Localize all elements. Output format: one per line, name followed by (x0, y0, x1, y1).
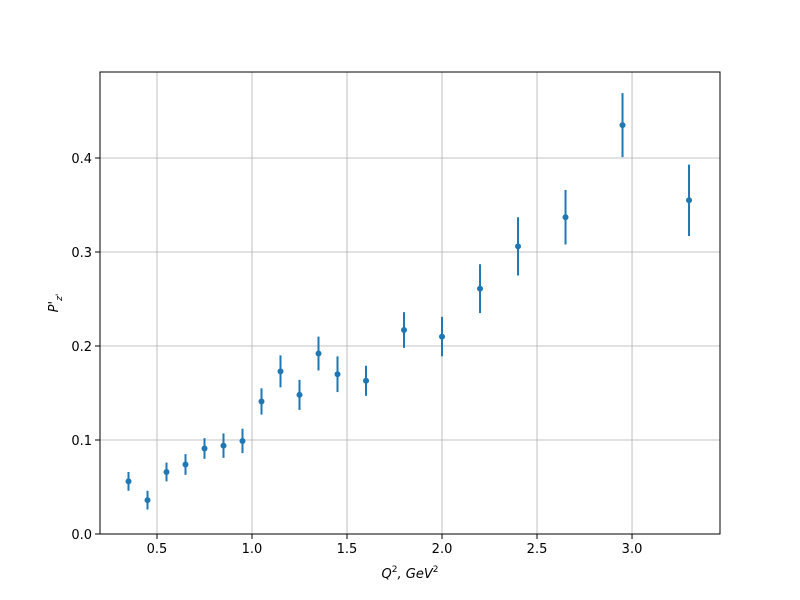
data-point (258, 398, 265, 405)
data-point (315, 350, 322, 357)
x-tick-label: 2.0 (432, 542, 453, 557)
data-point (562, 214, 569, 221)
x-axis-label: Q2, GeV2 (382, 565, 439, 582)
x-tick-label: 3.0 (622, 542, 643, 557)
data-point (144, 497, 151, 504)
y-tick-label: 0.4 (71, 152, 92, 167)
data-point (401, 327, 408, 334)
y-tick-label: 0.0 (71, 528, 92, 543)
x-tick-label: 1.0 (242, 542, 263, 557)
x-tick-label: 2.5 (527, 542, 548, 557)
data-point (439, 333, 446, 340)
y-tick-label: 0.2 (71, 340, 92, 355)
plot-frame (99, 71, 721, 535)
y-tick-label: 0.3 (71, 246, 92, 261)
data-point (182, 461, 189, 468)
data-point (619, 122, 626, 129)
data-point (239, 437, 246, 444)
y-axis-label: P'z' (47, 294, 65, 313)
data-point (686, 197, 693, 204)
data-point (296, 391, 303, 398)
x-tick-label: 0.5 (147, 542, 168, 557)
data-point (363, 377, 370, 384)
x-tick-label: 1.5 (337, 542, 358, 557)
data-point (125, 478, 132, 485)
data-point (515, 243, 522, 250)
y-tick-label: 0.1 (71, 434, 92, 449)
data-point (220, 442, 227, 449)
data-point (477, 285, 484, 292)
data-point (163, 468, 170, 475)
data-point (334, 371, 341, 378)
data-point (277, 368, 284, 375)
data-point (201, 445, 208, 452)
